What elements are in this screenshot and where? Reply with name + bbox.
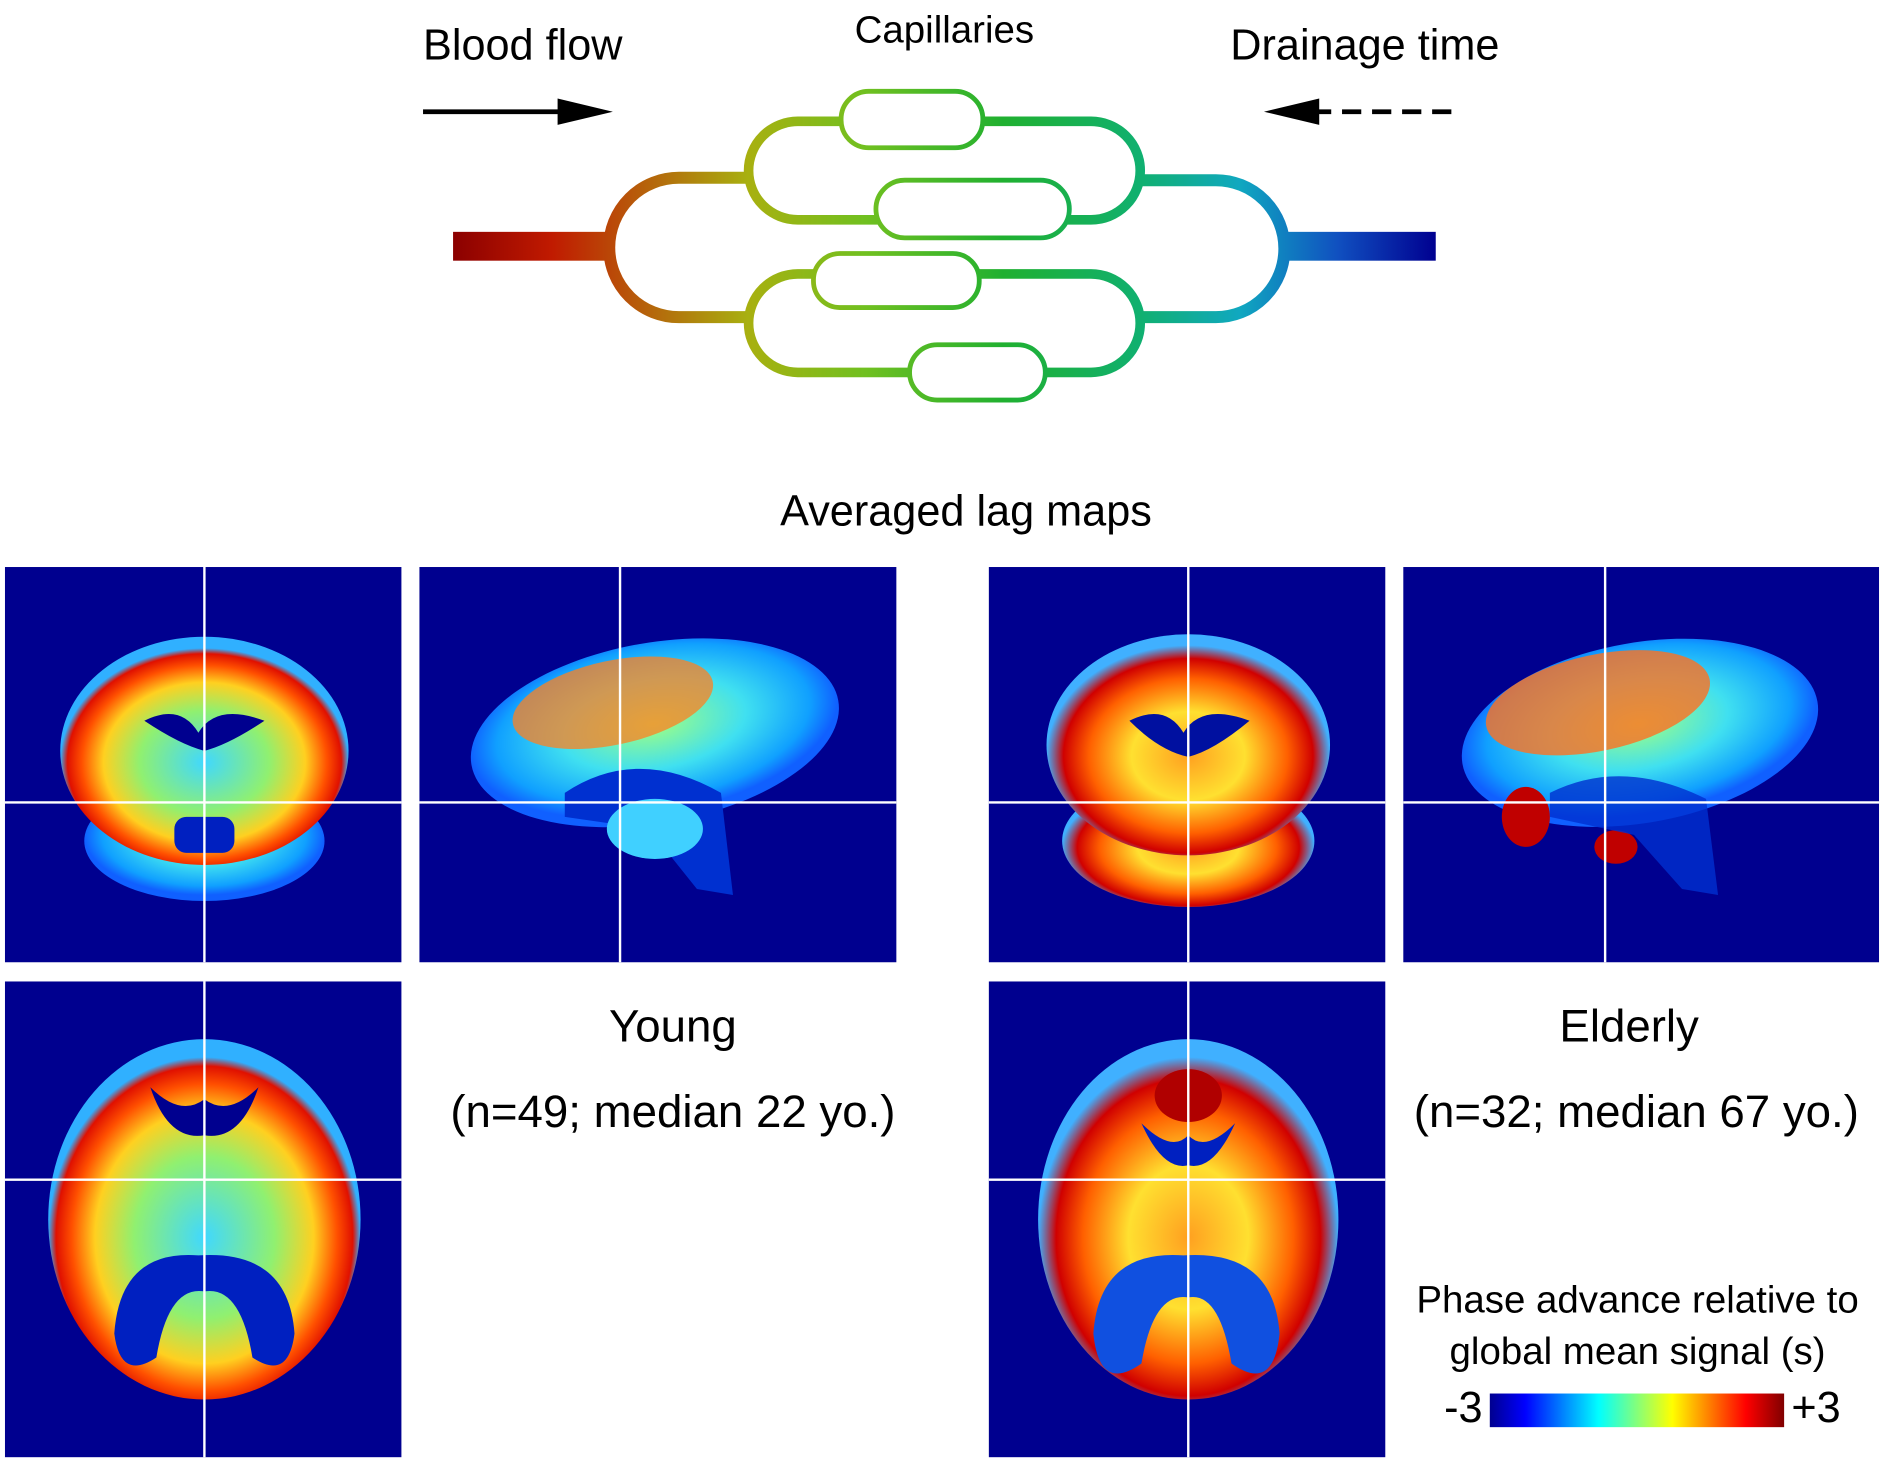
group-description: (n=32; median 67 yo.) (1414, 1086, 1859, 1137)
group-description: (n=49; median 22 yo.) (450, 1086, 895, 1137)
maps-title: Averaged lag maps (780, 488, 1152, 536)
elderly-axial (988, 981, 1386, 1458)
group-name: Elderly (1559, 1001, 1699, 1052)
group-name: Young (609, 1001, 737, 1052)
flow-label: Blood flow (423, 21, 623, 69)
elderly-coronal (988, 567, 1386, 963)
elderly-sagittal (1403, 567, 1880, 963)
colorbar-label: Phase advance relative to (1416, 1278, 1858, 1321)
drainage-arrow (1263, 98, 1452, 125)
flow-arrow (423, 98, 613, 125)
capillary-network (453, 88, 1436, 403)
colorbar-max: +3 (1791, 1384, 1840, 1432)
drainage-label: Drainage time (1230, 21, 1499, 69)
capillaries-label: Capillaries (855, 9, 1034, 52)
colorbar (1489, 1393, 1785, 1428)
colorbar-label: global mean signal (s) (1450, 1330, 1826, 1373)
young-sagittal (419, 567, 897, 963)
young-axial (4, 981, 402, 1458)
young-coronal (4, 567, 402, 963)
colorbar-min: -3 (1444, 1384, 1482, 1432)
